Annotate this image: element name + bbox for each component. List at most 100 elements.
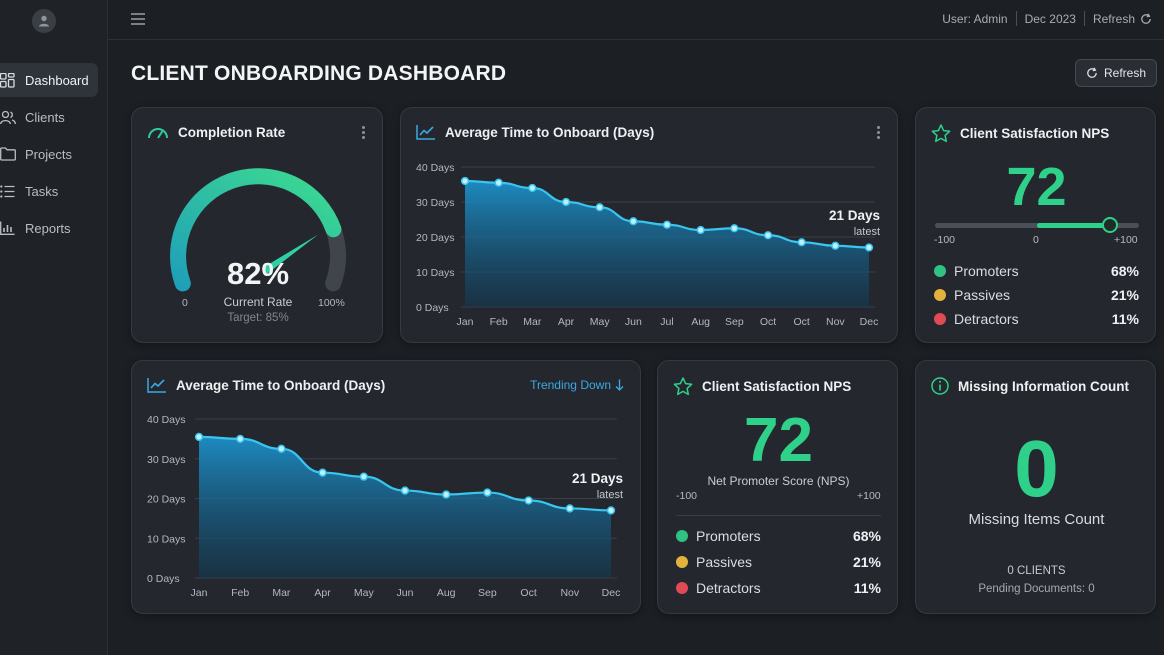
avatar[interactable] <box>32 9 56 33</box>
card-title: Missing Information Count <box>958 378 1129 394</box>
data-point[interactable] <box>561 197 571 207</box>
users-icon <box>0 109 16 125</box>
sidebar-item-dashboard[interactable]: Dashboard <box>0 63 98 97</box>
trend-link[interactable]: Trending Down <box>530 378 624 392</box>
data-point[interactable] <box>194 432 204 442</box>
data-point[interactable] <box>528 183 537 193</box>
user-icon <box>39 15 49 27</box>
sidebar-item-label: Dashboard <box>25 72 89 88</box>
data-point[interactable] <box>662 220 672 229</box>
data-point[interactable] <box>524 496 533 505</box>
data-point[interactable] <box>442 490 451 499</box>
completion-label: Current Rate <box>223 295 293 309</box>
divider <box>1083 11 1085 26</box>
onboard-time-card-top: Average Time to Onboard (Days) 0 Days 10 … <box>400 107 898 343</box>
card-title: Client Satisfaction NPS <box>960 126 1110 141</box>
line-chart-icon <box>147 378 166 393</box>
x-tick-label: Sep <box>725 316 744 328</box>
current-user: User: Admin <box>942 11 1008 26</box>
sidebar-item-label: Tasks <box>25 183 59 199</box>
legend-value: 21% <box>1110 287 1139 303</box>
sidebar-item-label: Clients <box>25 109 65 125</box>
gauge-max-label: 100% <box>318 297 345 309</box>
menu-icon[interactable] <box>130 12 146 26</box>
nps-scale-marker <box>1102 217 1119 233</box>
data-point[interactable] <box>595 203 604 212</box>
dashboard-icon <box>0 72 16 88</box>
data-point[interactable] <box>565 504 574 513</box>
data-point[interactable] <box>400 486 410 495</box>
sidebar-item-label: Reports <box>25 220 71 236</box>
nps-scale-mid: 0 <box>1033 234 1039 246</box>
card-title: Completion Rate <box>178 124 286 140</box>
nps-scale-min: -100 <box>934 234 956 246</box>
nps-subtitle: Net Promoter Score (NPS) <box>707 474 850 488</box>
data-point[interactable] <box>797 238 806 247</box>
y-tick-label: 10 Days <box>416 267 455 279</box>
nps-scale-fill <box>1037 223 1111 228</box>
data-point[interactable] <box>318 468 327 477</box>
pending-documents: Pending Documents: 0 <box>978 583 1095 595</box>
refresh-button[interactable]: Refresh <box>1075 59 1157 87</box>
card-header: Completion Rate <box>147 124 285 140</box>
nps-scale-max: +100 <box>857 490 881 502</box>
gauge-fill <box>170 168 342 292</box>
x-tick-label: Mar <box>272 587 291 599</box>
data-point[interactable] <box>763 231 773 240</box>
top-refresh-link[interactable]: Refresh <box>1093 12 1152 26</box>
legend-promoters: Promoters 68% <box>676 528 881 544</box>
card-header: Average Time to Onboard (Days) <box>147 377 385 393</box>
area-fill <box>465 181 869 307</box>
nps-score: 72 <box>744 406 813 475</box>
sidebar-item-projects[interactable]: Projects <box>0 137 98 171</box>
missing-info-card: Missing Information Count 0 Missing Item… <box>915 360 1156 614</box>
nps-scale-max: +100 <box>1114 234 1138 246</box>
data-point[interactable] <box>494 178 503 187</box>
data-point[interactable] <box>864 243 874 252</box>
y-tick-label: 30 Days <box>416 197 455 209</box>
card-title: Average Time to Onboard (Days) <box>445 124 655 140</box>
x-tick-label: May <box>354 587 375 599</box>
data-point[interactable] <box>483 488 492 497</box>
refresh-button-label: Refresh <box>1103 66 1147 80</box>
line-chart-icon <box>416 125 435 140</box>
missing-count: 0 <box>1014 424 1059 513</box>
x-tick-label: Jun <box>625 316 642 328</box>
data-point[interactable] <box>606 506 616 515</box>
x-tick-label: Jun <box>397 587 414 599</box>
data-point[interactable] <box>696 225 705 235</box>
x-tick-label: Sep <box>478 587 497 599</box>
legend-label: Detractors <box>954 311 1019 327</box>
data-point[interactable] <box>359 472 368 481</box>
latest-caption: latest <box>597 489 623 501</box>
legend-label: Promoters <box>954 263 1019 279</box>
page-title: CLIENT ONBOARDING DASHBOARD <box>131 62 507 85</box>
promoters-dot <box>676 530 688 542</box>
current-period[interactable]: Dec 2023 <box>1024 11 1076 26</box>
data-point[interactable] <box>460 176 470 186</box>
x-tick-label: Jul <box>660 316 673 328</box>
sidebar-item-reports[interactable]: Reports <box>0 211 98 245</box>
sidebar-nav: Dashboard Clients Projects Tasks Reports <box>0 63 108 248</box>
more-options-icon[interactable] <box>877 126 881 140</box>
data-point[interactable] <box>730 224 739 233</box>
data-point[interactable] <box>629 217 638 226</box>
legend-value: 11% <box>1111 311 1139 327</box>
data-point[interactable] <box>277 444 286 453</box>
legend-passives: Passives 21% <box>934 287 1139 303</box>
sidebar-item-clients[interactable]: Clients <box>0 100 98 134</box>
gauge-needle <box>262 234 319 276</box>
sidebar-item-tasks[interactable]: Tasks <box>0 174 98 208</box>
legend-detractors: Detractors 11% <box>676 580 881 596</box>
x-tick-label: Dec <box>860 316 879 328</box>
y-tick-label: 30 Days <box>147 454 186 466</box>
data-point[interactable] <box>236 434 245 444</box>
x-tick-label: Nov <box>560 587 579 599</box>
x-tick-label: Dec <box>602 587 621 599</box>
legend-value: 68% <box>852 528 881 544</box>
nps-card-bottom: Client Satisfaction NPS 72 Net Promoter … <box>657 360 898 614</box>
legend-label: Detractors <box>696 580 761 596</box>
data-point[interactable] <box>831 241 840 250</box>
more-options-icon[interactable] <box>362 126 366 140</box>
latest-value-label: 21 Days <box>829 208 880 223</box>
